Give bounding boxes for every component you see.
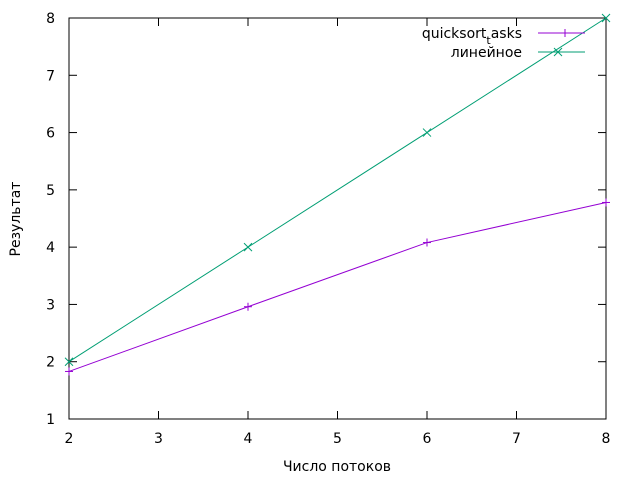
y-tick-label-3: 3 bbox=[46, 297, 55, 313]
y-tick-label-1: 1 bbox=[46, 412, 55, 428]
series-2-point-3-d2 bbox=[422, 128, 432, 137]
x-tick-label-8: 8 bbox=[602, 431, 611, 447]
legend-series-1-tail: asks bbox=[491, 26, 522, 42]
x-tick-label-5: 5 bbox=[333, 431, 342, 447]
x-tick-label-3: 3 bbox=[154, 431, 163, 447]
x-axis-label: Число потоков bbox=[283, 459, 391, 475]
y-tick-label-6: 6 bbox=[46, 126, 55, 142]
series-1-point-2 bbox=[244, 302, 252, 311]
series-line-1 bbox=[68, 201, 607, 372]
series-2-point-1-d2 bbox=[64, 357, 74, 367]
series-2-point-1 bbox=[64, 357, 74, 367]
series-1-point-1 bbox=[65, 367, 73, 376]
legend: quicksorttasks линейное bbox=[422, 26, 585, 61]
legend-series-1-main: quicksort bbox=[422, 26, 487, 42]
x-tick-label-7: 7 bbox=[512, 431, 521, 447]
y-tick-label-5: 5 bbox=[46, 183, 55, 199]
legend-marker-series-1 bbox=[561, 29, 569, 37]
series-2-point-2-d2 bbox=[243, 242, 253, 252]
legend-series-1-sub: t bbox=[486, 34, 491, 47]
series-2-point-4 bbox=[601, 13, 611, 23]
x-tick-label-4: 4 bbox=[244, 431, 253, 447]
y-tick-label-8: 8 bbox=[46, 11, 55, 27]
series-2-point-3 bbox=[422, 128, 432, 137]
legend-entry-linear: линейное bbox=[451, 45, 522, 61]
plot-frame bbox=[68, 17, 607, 420]
legend-marker-series-2 bbox=[553, 47, 563, 57]
y-tick-label-7: 7 bbox=[46, 68, 55, 84]
x-tick-label-6: 6 bbox=[423, 431, 432, 447]
series-line-2 bbox=[68, 17, 607, 363]
y-axis-label: Результат bbox=[8, 182, 24, 257]
series-1-point-3 bbox=[423, 238, 431, 247]
y-tick-label-2: 2 bbox=[46, 355, 55, 371]
legend-entry-quicksort-tasks: quicksorttasks bbox=[422, 26, 522, 47]
x-tick-label-2: 2 bbox=[65, 431, 74, 447]
legend-marker-series-2-d2 bbox=[553, 47, 563, 57]
series-layer bbox=[64, 13, 611, 376]
series-2-point-4-d2 bbox=[601, 13, 611, 23]
series-2-point-2 bbox=[243, 242, 253, 252]
y-tick-label-4: 4 bbox=[46, 240, 55, 256]
series-1-point-4 bbox=[602, 198, 610, 207]
